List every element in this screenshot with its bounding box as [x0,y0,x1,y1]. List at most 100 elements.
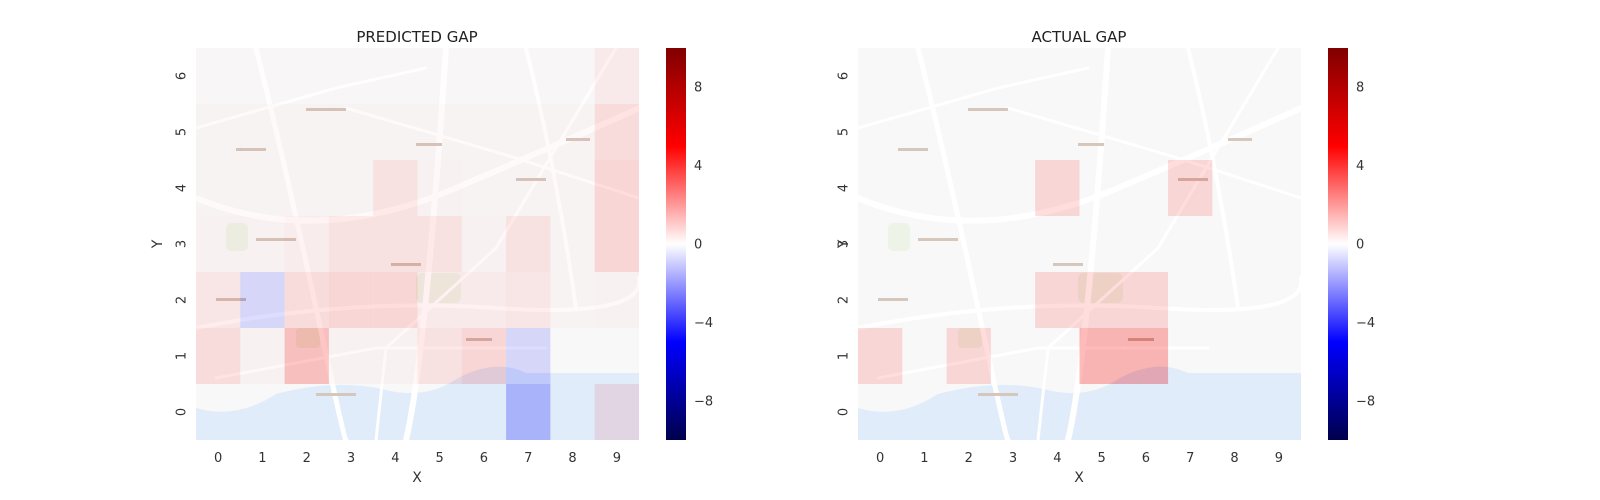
heatmap-cell [196,104,241,160]
x-tick-label: 7 [524,451,532,466]
heatmap-cell [594,48,639,104]
heatmap-cell [417,272,462,328]
heatmap-cell [902,160,947,216]
heatmap-cell [240,328,285,384]
panel-title: PREDICTED GAP [356,28,477,46]
heatmap-cell [1035,104,1080,160]
heatmap-cell [1123,48,1169,104]
colorbar-tick-label: −4 [1356,316,1375,331]
heatmap-cell [284,384,329,440]
colorbar-tick-labels: −8 −4 0 4 8 [694,81,713,410]
colorbar-tick-label: 0 [1356,238,1364,253]
x-tick-label: 3 [347,451,355,466]
heatmap-cell [902,48,947,104]
y-tick-label: 1 [837,352,852,360]
y-tick-label: 2 [175,296,190,304]
heatmap-cell [1212,328,1257,384]
x-tick-label: 0 [214,451,222,466]
heatmap-cell [550,48,595,104]
colorbar-tick-label: 8 [694,81,702,96]
y-tick-label: 5 [175,128,190,136]
heatmap-cell [417,384,462,440]
heatmap-cell [1168,104,1213,160]
heatmap-cell [240,272,285,328]
y-tick-labels: 0 1 2 3 4 5 6 [837,72,852,416]
y-tick-label: 4 [175,184,190,192]
heatmap-cell [1079,272,1124,328]
heatmap-cell [990,272,1036,328]
x-tick-label: 6 [1142,451,1150,466]
heatmap-cell [240,216,285,272]
heatmap-cell [284,216,329,272]
heatmap-cell [946,216,991,272]
heatmap-cell [328,384,374,440]
heatmap-cell [1168,160,1213,216]
heatmap-cell [373,328,418,384]
heatmap-cells [196,48,639,440]
x-tick-label: 1 [258,451,266,466]
heatmap-cell [506,104,551,160]
heatmap-cell [594,384,639,440]
x-tick-labels: 0 1 2 3 4 5 6 7 8 9 [876,451,1283,466]
heatmap-cell [1168,328,1213,384]
x-tick-label: 8 [568,451,576,466]
heatmap-cell [328,104,374,160]
heatmap-cell [506,272,551,328]
heatmap-cell [1035,272,1080,328]
heatmap-cell [858,104,903,160]
heatmap-cell [1256,328,1301,384]
heatmap-cell [858,328,903,384]
heatmap-cell [946,272,991,328]
heatmap-cell [328,160,374,216]
heatmap-cell [328,216,374,272]
heatmap-cell [373,48,418,104]
heatmap-cell [240,104,285,160]
heatmap-cell [373,104,418,160]
y-tick-label: 3 [175,240,190,248]
heatmap-cell [990,160,1036,216]
heatmap-cell [1123,104,1169,160]
heatmap-cell [858,216,903,272]
heatmap-cell [506,160,551,216]
heatmap-cell [946,384,991,440]
x-tick-label: 4 [1053,451,1061,466]
x-tick-label: 7 [1186,451,1194,466]
heatmap-cell [196,160,241,216]
heatmap-cell [461,216,507,272]
heatmap-cell [1079,48,1124,104]
heatmap-cell [1212,272,1257,328]
x-axis-label: X [412,470,422,486]
heatmap-cell [1079,384,1124,440]
heatmap-cell [240,48,285,104]
heatmap-cell [1256,272,1301,328]
heatmap-cell [902,104,947,160]
heatmap-cell [1035,216,1080,272]
heatmap-cell [550,328,595,384]
heatmap-cell [461,48,507,104]
heatmap-cell [373,272,418,328]
colorbar-tick-label: 0 [694,238,702,253]
heatmap-cell [990,216,1036,272]
actual-gap-panel: ACTUAL GAP 0 1 2 3 4 5 6 7 8 9 0 1 2 3 4 5 6 X Y −8 −4 0 4… [836,28,1375,486]
colorbar [666,48,686,440]
heatmap-cell [946,160,991,216]
heatmap-cell [1123,384,1169,440]
heatmap-cell [328,272,374,328]
heatmap-cell [550,272,595,328]
colorbar-tick-label: −8 [694,394,713,409]
heatmap-cell [196,384,241,440]
y-tick-label: 2 [837,296,852,304]
heatmap-cell [1123,272,1169,328]
heatmap-cell [417,216,462,272]
heatmap-cell [1256,384,1301,440]
y-axis-label: Y [150,239,166,249]
heatmap-cell [506,384,551,440]
colorbar-tick-label: 4 [694,159,702,174]
heatmap-cell [461,328,507,384]
heatmap-cell [550,104,595,160]
heatmap-cell [284,160,329,216]
x-tick-label: 2 [965,451,973,466]
y-tick-labels: 0 1 2 3 4 5 6 [175,72,190,416]
heatmap-cell [1168,216,1213,272]
heatmap-cell [594,272,639,328]
